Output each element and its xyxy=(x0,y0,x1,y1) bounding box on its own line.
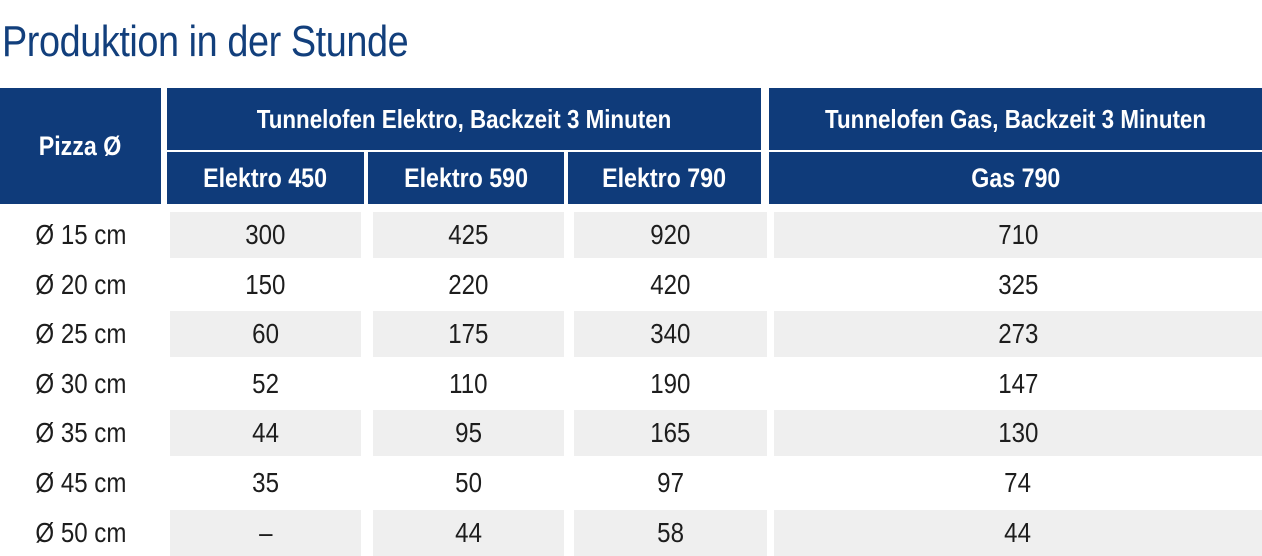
table-cell-pizza-size: Ø 45 cm xyxy=(0,460,161,506)
header-group-gas: Tunnelofen Gas, Backzeit 3 Minuten xyxy=(769,88,1262,150)
header-pizza: Pizza Ø xyxy=(0,88,161,204)
table-cell-elektro-590: 44 xyxy=(373,510,564,556)
header-elektro-450: Elektro 450 xyxy=(167,152,364,204)
header-gas-790: Gas 790 xyxy=(769,152,1262,204)
table-cell-elektro-590: 95 xyxy=(373,410,564,456)
table-cell-elektro-590: 110 xyxy=(373,361,564,407)
table-cell-elektro-790: 58 xyxy=(574,510,767,556)
table-cell-pizza-size: Ø 35 cm xyxy=(0,410,161,456)
table-cell-elektro-590: 175 xyxy=(373,311,564,357)
table-cell-elektro-450: – xyxy=(170,510,361,556)
table-cell-elektro-790: 165 xyxy=(574,410,767,456)
table-cell-elektro-790: 190 xyxy=(574,361,767,407)
table-cell-pizza-size: Ø 50 cm xyxy=(0,510,161,556)
table-cell-elektro-790: 920 xyxy=(574,212,767,258)
table-cell-elektro-450: 300 xyxy=(170,212,361,258)
header-group-elektro: Tunnelofen Elektro, Backzeit 3 Minuten xyxy=(167,88,761,150)
header-elektro-790: Elektro 790 xyxy=(568,152,761,204)
table-cell-pizza-size: Ø 20 cm xyxy=(0,262,161,308)
table-cell-gas-790: 325 xyxy=(774,262,1262,308)
table-cell-elektro-450: 35 xyxy=(170,460,361,506)
table-cell-elektro-590: 425 xyxy=(373,212,564,258)
table-cell-elektro-590: 50 xyxy=(373,460,564,506)
table-cell-elektro-450: 150 xyxy=(170,262,361,308)
table-cell-elektro-790: 340 xyxy=(574,311,767,357)
table-cell-gas-790: 147 xyxy=(774,361,1262,407)
table-cell-elektro-790: 97 xyxy=(574,460,767,506)
table-cell-gas-790: 74 xyxy=(774,460,1262,506)
table-cell-gas-790: 710 xyxy=(774,212,1262,258)
page-title: Produktion in der Stunde xyxy=(2,17,409,66)
table-cell-pizza-size: Ø 25 cm xyxy=(0,311,161,357)
table-cell-elektro-450: 52 xyxy=(170,361,361,407)
table-cell-elektro-790: 420 xyxy=(574,262,767,308)
table-cell-elektro-590: 220 xyxy=(373,262,564,308)
table-cell-elektro-450: 60 xyxy=(170,311,361,357)
table-cell-gas-790: 273 xyxy=(774,311,1262,357)
table-cell-pizza-size: Ø 30 cm xyxy=(0,361,161,407)
header-elektro-590: Elektro 590 xyxy=(368,152,564,204)
table-cell-elektro-450: 44 xyxy=(170,410,361,456)
table-cell-gas-790: 130 xyxy=(774,410,1262,456)
table-cell-pizza-size: Ø 15 cm xyxy=(0,212,161,258)
table-cell-gas-790: 44 xyxy=(774,510,1262,556)
